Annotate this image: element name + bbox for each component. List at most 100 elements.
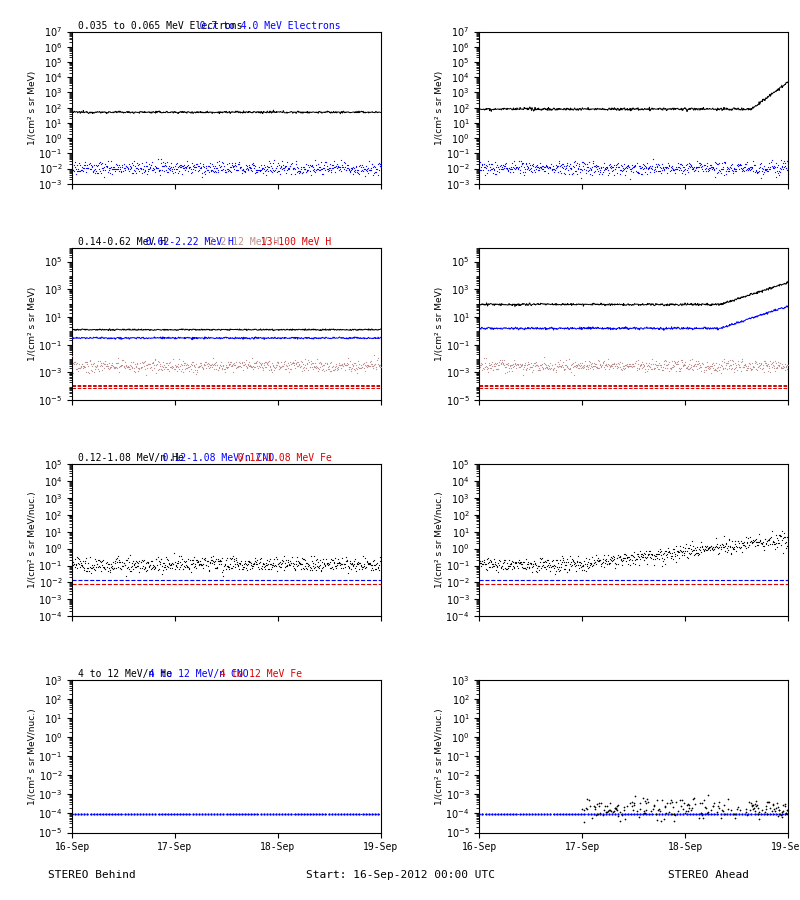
Point xyxy=(618,358,631,373)
Point xyxy=(172,360,185,374)
Point xyxy=(86,356,99,371)
Point xyxy=(373,550,386,564)
Point xyxy=(496,158,509,172)
Point xyxy=(475,159,488,174)
Point xyxy=(626,548,639,562)
Point xyxy=(198,553,210,567)
Point xyxy=(278,562,290,577)
Point xyxy=(594,806,607,820)
Point xyxy=(650,813,663,827)
Point xyxy=(244,562,257,576)
Point xyxy=(337,561,350,575)
Point xyxy=(111,361,124,375)
Point xyxy=(491,565,504,580)
Point xyxy=(568,159,581,174)
Point xyxy=(548,163,561,177)
Point xyxy=(510,160,523,175)
Point xyxy=(260,558,273,572)
Point xyxy=(541,158,554,173)
Point xyxy=(641,364,654,378)
Point xyxy=(176,160,189,175)
Point xyxy=(319,356,332,370)
Point xyxy=(503,558,516,572)
Point xyxy=(99,163,112,177)
Point xyxy=(742,360,754,374)
Point xyxy=(580,556,593,571)
Point xyxy=(320,556,333,571)
Point xyxy=(233,355,246,369)
Point xyxy=(158,357,170,372)
Point xyxy=(596,555,609,570)
Point xyxy=(502,164,514,178)
Point xyxy=(652,544,665,559)
Point xyxy=(190,356,202,371)
Point xyxy=(162,161,174,176)
Point xyxy=(702,359,715,374)
Point xyxy=(365,162,378,176)
Point xyxy=(94,560,106,574)
Point xyxy=(569,559,582,573)
Point xyxy=(761,534,774,548)
Point xyxy=(96,157,109,171)
Point xyxy=(275,359,288,374)
Point xyxy=(688,164,701,178)
Point xyxy=(209,358,222,373)
Point xyxy=(158,556,170,571)
Point xyxy=(668,356,681,371)
Point xyxy=(103,564,116,579)
Point xyxy=(191,159,204,174)
Point xyxy=(284,558,297,572)
Point xyxy=(695,356,708,370)
Point xyxy=(366,563,379,578)
Point xyxy=(105,556,118,571)
Point xyxy=(159,550,172,564)
Point xyxy=(297,361,310,375)
Point xyxy=(527,363,540,377)
Point xyxy=(524,360,537,374)
Point xyxy=(710,536,723,551)
Point xyxy=(701,355,714,369)
Point xyxy=(254,163,267,177)
Point xyxy=(582,362,594,376)
Point xyxy=(768,165,781,179)
Point xyxy=(713,800,726,814)
Point xyxy=(198,165,210,179)
Point xyxy=(474,357,487,372)
Point xyxy=(362,358,374,373)
Point xyxy=(565,559,578,573)
Point xyxy=(717,155,730,169)
Point xyxy=(624,558,637,572)
Point xyxy=(574,356,586,370)
Point xyxy=(92,166,105,180)
Point xyxy=(479,562,492,577)
Point xyxy=(276,806,289,821)
Point xyxy=(276,358,289,373)
Point xyxy=(316,162,329,176)
Point xyxy=(561,359,574,374)
Point xyxy=(708,806,721,821)
Point xyxy=(220,806,233,821)
Point xyxy=(201,559,214,573)
Point xyxy=(226,358,238,373)
Point xyxy=(94,806,106,821)
Point xyxy=(610,159,622,174)
Point xyxy=(574,361,587,375)
Point xyxy=(156,159,169,174)
Point xyxy=(366,558,378,572)
Point xyxy=(714,542,727,556)
Point xyxy=(349,552,362,566)
Point xyxy=(109,361,122,375)
Point xyxy=(309,560,322,574)
Point xyxy=(743,159,756,174)
Point xyxy=(194,359,206,374)
Point xyxy=(298,552,310,566)
Point xyxy=(72,360,85,374)
Point xyxy=(602,548,614,562)
Point xyxy=(569,359,582,374)
Point xyxy=(667,806,680,821)
Point xyxy=(228,552,241,566)
Point xyxy=(235,356,248,371)
Point xyxy=(662,544,675,559)
Point xyxy=(276,554,289,568)
Point xyxy=(615,806,628,821)
